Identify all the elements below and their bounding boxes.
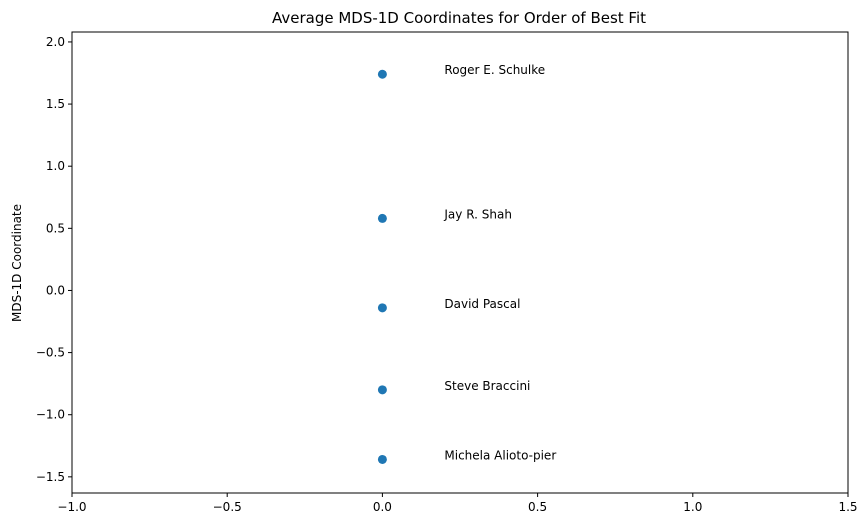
data-point	[377, 69, 387, 79]
y-tick-label: 0.5	[46, 221, 65, 235]
x-tick-label: 0.5	[528, 500, 547, 514]
y-axis-label: MDS-1D Coordinate	[10, 204, 24, 322]
data-point	[377, 213, 387, 223]
plot-area-frame	[71, 31, 849, 494]
x-tick-label: −1.0	[57, 500, 86, 514]
x-axis-ticks: −1.0 −0.5 0.0 0.5 1.0 1.5	[57, 493, 858, 514]
x-tick-label: 1.5	[838, 500, 857, 514]
data-point	[377, 454, 387, 464]
y-tick-label: −1.0	[36, 408, 65, 422]
x-tick-label: 0.0	[373, 500, 392, 514]
data-points: Roger E. Schulke Jay R. Shah David Pascal S…	[377, 63, 556, 464]
point-label: David Pascal	[444, 297, 520, 311]
data-point	[377, 303, 387, 313]
y-tick-label: 2.0	[46, 35, 65, 49]
y-tick-label: 1.5	[46, 97, 65, 111]
y-tick-label: −1.5	[36, 470, 65, 484]
data-point	[377, 385, 387, 395]
y-tick-label: 0.0	[46, 283, 65, 297]
point-label: Jay R. Shah	[443, 207, 512, 221]
point-label: Steve Braccini	[444, 379, 530, 393]
chart-title: Average MDS-1D Coordinates for Order of …	[272, 9, 646, 27]
point-label: Michela Alioto-pier	[444, 448, 556, 462]
y-axis-ticks: −1.5 −1.0 −0.5 0.0 0.5 1.0 1.5 2.0	[36, 35, 72, 484]
y-tick-label: −0.5	[36, 346, 65, 360]
y-tick-label: 1.0	[46, 159, 65, 173]
point-label: Roger E. Schulke	[444, 63, 545, 77]
x-tick-label: −0.5	[213, 500, 242, 514]
x-tick-label: 1.0	[683, 500, 702, 514]
